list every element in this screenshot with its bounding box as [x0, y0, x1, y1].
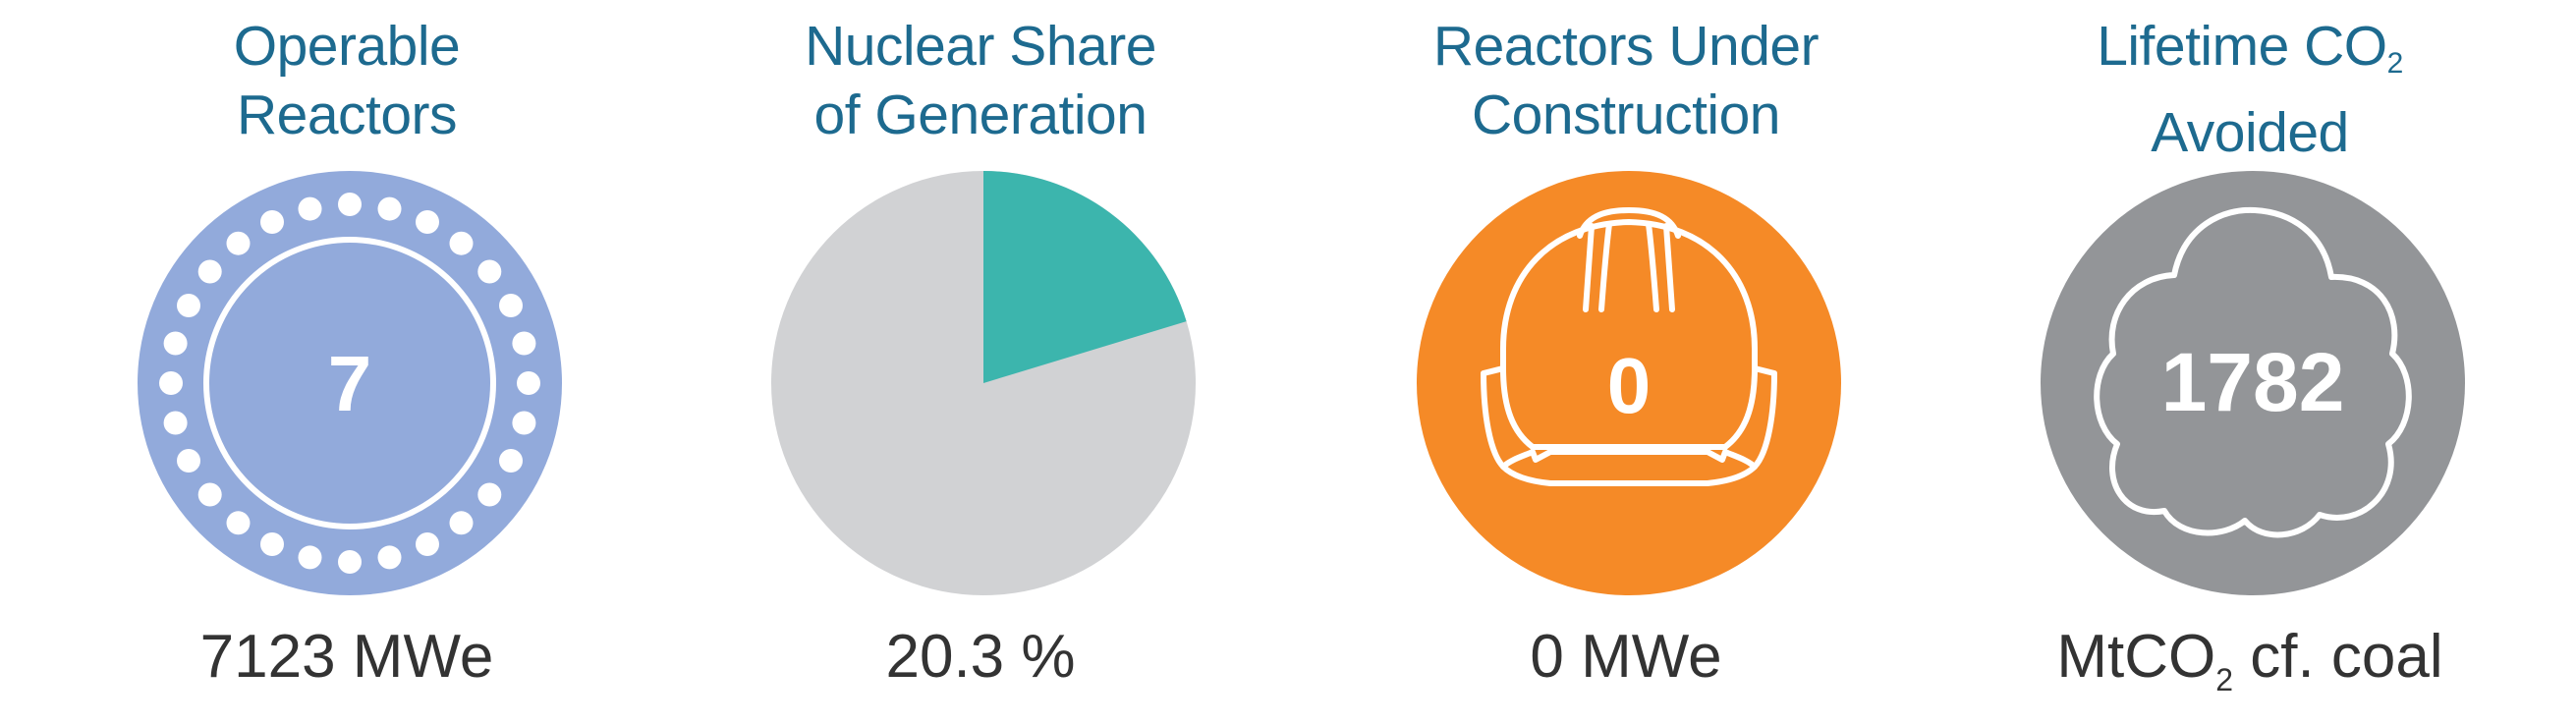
operable-reactors-title: Operable Reactors: [32, 12, 661, 149]
reactor-dot: [197, 259, 222, 284]
co2-avoided-panel: Lifetime CO2 Avoided 1782 MtCO2 cf. coal: [1935, 0, 2564, 713]
reactor-dot: [338, 550, 362, 574]
reactor-dot: [416, 532, 439, 556]
title-line-2: Avoided: [2151, 101, 2349, 164]
operable-reactors-count: 7: [328, 340, 372, 427]
nuclear-share-pie: [771, 171, 1196, 595]
reactor-dot: [477, 482, 502, 507]
reactor-dot: [177, 294, 200, 317]
title-line-1: Operable: [233, 15, 461, 78]
reactor-dot: [512, 331, 536, 356]
caption-subscript: 2: [2215, 662, 2234, 697]
reactor-dot: [512, 411, 536, 435]
nuclear-share-panel: Nuclear Share of Generation 20.3 %: [666, 0, 1295, 713]
reactor-dot: [226, 231, 251, 255]
co2-avoided-unit: MtCO2 cf. coal: [1935, 613, 2564, 724]
reactor-dot: [499, 294, 523, 317]
reactor-dot: [260, 210, 284, 234]
reactor-dot: [449, 511, 474, 535]
hard-hat-icon: 0: [1417, 171, 1841, 595]
construction-title: Reactors Under Construction: [1312, 12, 1940, 149]
reactor-dot: [298, 196, 322, 221]
reactor-dot: [177, 449, 200, 473]
nuclear-share-title: Nuclear Share of Generation: [666, 12, 1295, 149]
reactor-dot: [260, 532, 284, 556]
caption-main: MtCO: [2056, 623, 2216, 691]
reactor-dot: [499, 449, 523, 473]
title-line-1: Lifetime CO2: [1935, 12, 2564, 98]
reactor-dot: [377, 196, 402, 221]
reactor-dot: [298, 545, 322, 570]
title-line-1: Nuclear Share: [805, 15, 1156, 78]
reactor-dot: [159, 371, 183, 395]
title-line-1-subscript: 2: [2386, 47, 2404, 80]
reactor-dot: [163, 331, 188, 356]
co2-avoided-value: 1782: [2161, 336, 2345, 428]
title-line-1-main: Lifetime CO: [2097, 15, 2387, 78]
cloud-icon: 1782: [2041, 171, 2465, 595]
caption-rest: cf. coal: [2233, 623, 2443, 691]
operable-reactors-panel: Operable Reactors 7 7123 MWe: [32, 0, 661, 713]
title-line-2: Construction: [1472, 84, 1781, 146]
operable-capacity: 7123 MWe: [199, 623, 494, 691]
title-line-2: of Generation: [813, 84, 1148, 146]
reactor-dot: [416, 210, 439, 234]
reactor-dot: [338, 193, 362, 216]
construction-capacity: 0 MWe: [1530, 623, 1722, 691]
construction-count: 0: [1607, 342, 1652, 429]
pie-slice-nuclear: [983, 171, 1187, 383]
reactor-dot: [163, 411, 188, 435]
reactor-dot: [449, 231, 474, 255]
title-line-2: Reactors: [236, 84, 458, 146]
reactor-dot: [197, 482, 222, 507]
co2-avoided-title: Lifetime CO2 Avoided: [1935, 12, 2564, 167]
title-line-1: Reactors Under: [1432, 15, 1820, 78]
nuclear-share-value: 20.3 %: [885, 623, 1076, 691]
reactor-dot: [477, 259, 502, 284]
construction-panel: Reactors Under Construction 0 0 MWe: [1312, 0, 1940, 713]
reactor-dot: [377, 545, 402, 570]
reactor-core-icon: 7: [138, 171, 562, 595]
reactor-dot: [226, 511, 251, 535]
reactor-dot: [517, 371, 540, 395]
